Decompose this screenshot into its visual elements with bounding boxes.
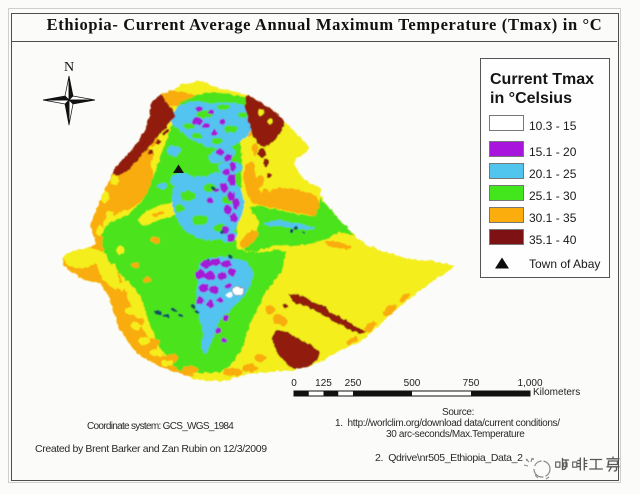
svg-text:500: 500: [404, 378, 421, 389]
svg-text:250: 250: [345, 378, 362, 389]
svg-text:750: 750: [463, 378, 480, 389]
svg-text:N: N: [64, 60, 74, 75]
svg-text:125: 125: [315, 378, 332, 389]
svg-text:0: 0: [291, 378, 297, 389]
svg-text:1,000: 1,000: [517, 378, 542, 389]
svg-text:Kilometers: Kilometers: [533, 387, 580, 398]
